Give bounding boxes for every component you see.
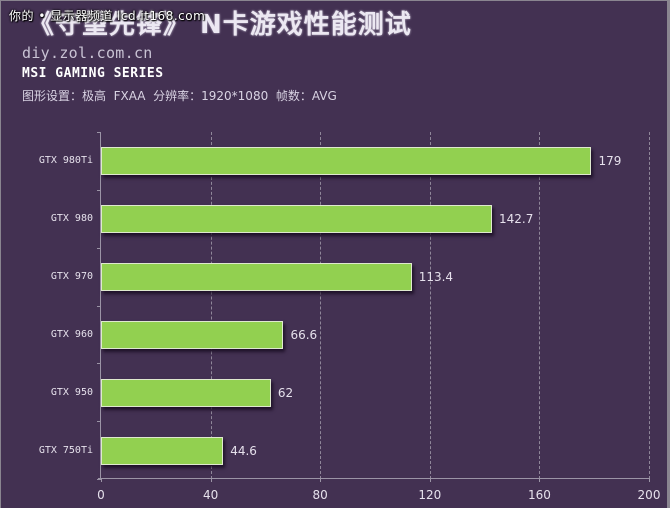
category-label: GTX 960: [50, 328, 93, 340]
site-watermark: 你的 • 显示器频道 lcd.it168.com: [9, 9, 206, 23]
gridline: [320, 132, 322, 479]
y-tick: [97, 132, 101, 133]
x-tick-label: 0: [97, 488, 105, 502]
x-tick: [320, 478, 322, 482]
bar: [101, 436, 224, 465]
bar: [101, 378, 271, 407]
test-settings: 图形设置：极高 FXAA 分辨率：1920*1080 帧数：AVG: [22, 89, 337, 103]
bar-value-label: 142.7: [498, 212, 534, 227]
x-tick-label: 40: [202, 488, 219, 502]
gridline: [649, 132, 650, 479]
y-tick: [97, 479, 101, 480]
source-url: diy.zol.com.cn: [22, 44, 153, 62]
category-label: GTX 980: [50, 213, 93, 225]
y-tick: [97, 363, 101, 365]
bar-value-label: 62: [277, 385, 294, 400]
x-tick-label: 200: [637, 488, 661, 502]
bar-value-label: 179: [598, 154, 622, 169]
x-axis: [98, 478, 649, 479]
x-tick: [649, 478, 650, 482]
x-tick-label: 120: [418, 488, 442, 502]
y-tick: [97, 421, 101, 423]
x-tick: [429, 478, 431, 482]
bar: [101, 147, 592, 176]
bar-value-label: 113.4: [418, 270, 454, 285]
x-tick-label: 80: [312, 488, 328, 502]
gridline: [210, 132, 212, 479]
bar-value-label: 44.6: [230, 443, 257, 458]
x-tick: [539, 478, 541, 482]
bar: [101, 263, 412, 292]
gridline: [539, 132, 541, 479]
y-tick: [97, 247, 101, 249]
category-label: GTX 950: [50, 386, 93, 398]
x-tick: [210, 478, 212, 482]
category-label: GTX 750Ti: [38, 444, 93, 456]
category-label: GTX 980Ti: [38, 155, 93, 167]
bar-value-label: 66.6: [290, 327, 318, 342]
gridline: [429, 132, 431, 479]
bar: [101, 320, 284, 349]
category-label: GTX 970: [50, 271, 93, 283]
y-tick: [97, 189, 101, 191]
x-tick: [101, 478, 102, 482]
chart-title: 《守望先锋》 N卡游戏性能测试: [28, 10, 412, 40]
series-name: MSI GAMING SERIES: [22, 66, 164, 81]
bar: [101, 205, 492, 234]
plot-area: 179 GTX 980Ti 142.7 GTX 980 113.4 GTX 970 66.6…: [39, 132, 650, 482]
x-tick-label: 160: [527, 488, 551, 502]
y-tick: [97, 305, 101, 307]
